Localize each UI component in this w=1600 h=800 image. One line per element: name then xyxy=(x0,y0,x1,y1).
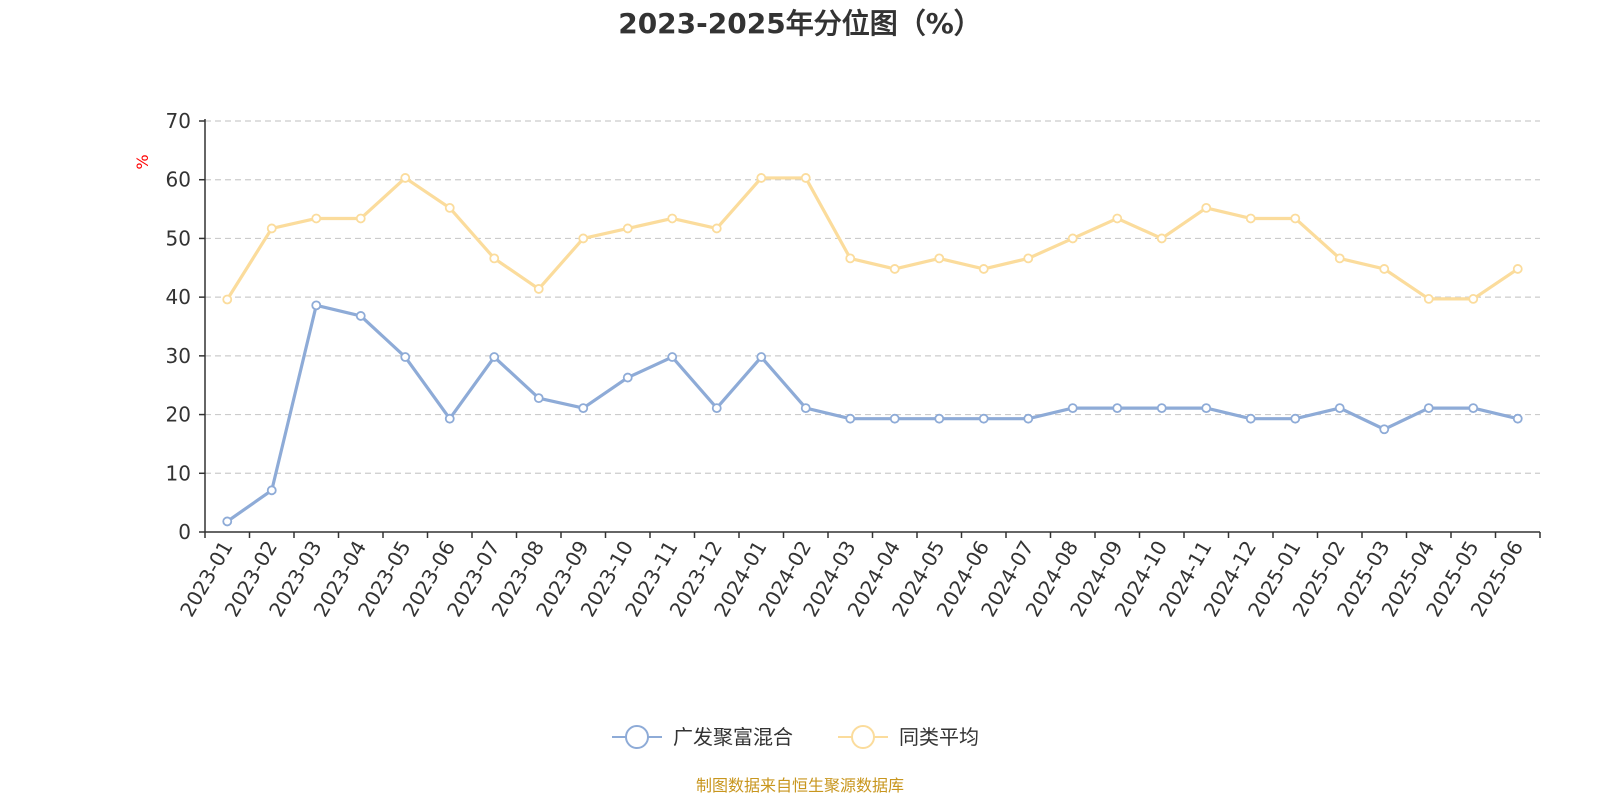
data-point xyxy=(1112,403,1123,414)
data-point xyxy=(1379,264,1390,274)
legend: 广发聚富混合 同类平均 xyxy=(612,725,979,749)
legend-label: 同类平均 xyxy=(899,725,979,749)
data-point xyxy=(266,223,277,234)
data-point xyxy=(1156,233,1167,244)
data-point xyxy=(889,413,900,424)
y-tick-label: 40 xyxy=(166,285,191,309)
data-point xyxy=(1201,403,1212,414)
data-point xyxy=(845,253,856,264)
data-point xyxy=(978,413,989,424)
data-point xyxy=(489,352,500,362)
legend-marker xyxy=(851,725,875,749)
data-point xyxy=(1423,294,1434,304)
data-point xyxy=(1112,213,1123,224)
data-point xyxy=(222,294,233,305)
data-point xyxy=(1468,403,1479,414)
data-point xyxy=(400,352,411,362)
data-point xyxy=(1290,213,1301,224)
data-point xyxy=(444,202,455,213)
data-point xyxy=(1334,403,1345,414)
y-tick-label: 60 xyxy=(166,168,191,192)
data-point xyxy=(622,223,633,234)
data-point xyxy=(311,300,322,311)
data-point xyxy=(533,393,544,404)
data-point xyxy=(444,413,455,424)
series-2 xyxy=(222,173,1523,305)
data-point xyxy=(934,253,945,264)
y-tick-label: 20 xyxy=(166,403,191,427)
y-tick-labels: 0 10 20 30 40 50 60 70 xyxy=(166,109,191,544)
data-point xyxy=(1067,403,1078,414)
y-tick-label: 70 xyxy=(166,109,191,133)
legend-item: 广发聚富混合 xyxy=(612,725,793,749)
data-point xyxy=(667,213,678,224)
data-point xyxy=(355,311,366,321)
data-point xyxy=(1023,253,1034,264)
data-point xyxy=(889,264,900,274)
data-point xyxy=(1245,413,1256,424)
legend-item: 同类平均 xyxy=(838,725,979,749)
data-point xyxy=(222,516,233,527)
data-point xyxy=(756,352,767,362)
series-line xyxy=(225,176,1519,301)
data-point xyxy=(756,173,767,183)
data-point xyxy=(845,413,856,424)
data-point xyxy=(355,213,366,224)
data-point xyxy=(533,284,544,294)
data-point xyxy=(1245,213,1256,224)
data-point xyxy=(489,253,500,264)
y-axis-unit-label: % xyxy=(133,154,152,169)
data-point xyxy=(978,264,989,274)
legend-marker xyxy=(625,725,649,749)
chart-title: 2023-2025年分位图（%） xyxy=(618,7,982,40)
series-1 xyxy=(222,300,1523,527)
data-point xyxy=(800,403,811,414)
y-tick-label: 30 xyxy=(166,344,191,368)
data-point xyxy=(266,485,277,496)
y-tick-label: 10 xyxy=(166,461,191,485)
series-line xyxy=(226,303,1519,523)
data-point xyxy=(578,233,589,244)
legend-label: 广发聚富混合 xyxy=(673,725,793,749)
data-point xyxy=(311,213,322,224)
data-point xyxy=(667,352,678,362)
data-point xyxy=(711,223,722,234)
data-point xyxy=(1067,233,1078,244)
data-point xyxy=(1023,413,1034,424)
data-point xyxy=(400,173,411,183)
data-point xyxy=(578,403,589,414)
data-point xyxy=(711,403,722,414)
data-point xyxy=(622,372,633,383)
data-point xyxy=(1334,253,1345,264)
data-point xyxy=(1290,413,1301,424)
data-point xyxy=(800,173,811,183)
data-point xyxy=(1512,264,1523,274)
x-tick-labels: 2023-012023-022023-032023-042023-052023-… xyxy=(175,537,1528,621)
data-point xyxy=(1201,202,1212,213)
data-point xyxy=(1512,413,1523,424)
data-point xyxy=(1379,424,1390,435)
source-note: 制图数据来自恒生聚源数据库 xyxy=(696,776,904,795)
data-point xyxy=(934,413,945,424)
axes xyxy=(199,119,1541,538)
y-tick-label: 0 xyxy=(178,520,191,544)
data-point xyxy=(1423,403,1434,414)
y-tick-label: 50 xyxy=(166,226,191,250)
series-layer xyxy=(222,173,1523,527)
data-point xyxy=(1468,294,1479,304)
data-point xyxy=(1156,403,1167,414)
